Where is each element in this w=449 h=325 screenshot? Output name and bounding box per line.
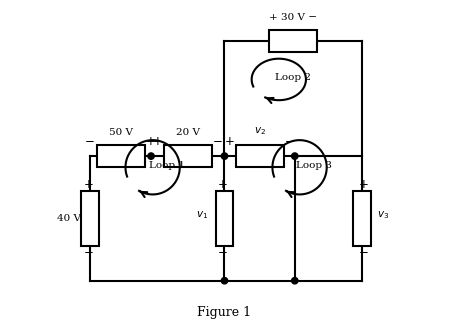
Text: Loop 3: Loop 3 (296, 161, 332, 170)
Text: +: + (153, 135, 163, 148)
Text: +: + (84, 178, 94, 191)
Text: +: + (146, 135, 156, 148)
Bar (236, 145, 284, 167)
Text: −: − (358, 246, 368, 259)
Text: $v_3$: $v_3$ (377, 209, 389, 221)
Text: Figure 1: Figure 1 (198, 306, 251, 319)
Circle shape (221, 153, 228, 159)
Bar (269, 30, 317, 52)
Text: $v_1$: $v_1$ (196, 209, 208, 221)
Bar (164, 145, 212, 167)
Text: + 30 V −: + 30 V − (269, 13, 317, 22)
Text: −: − (84, 246, 94, 259)
Text: −: − (285, 135, 295, 148)
Bar (97, 145, 145, 167)
Circle shape (148, 153, 154, 159)
Text: 20 V: 20 V (176, 128, 200, 137)
Text: +: + (224, 135, 234, 148)
Circle shape (291, 153, 298, 159)
Circle shape (291, 278, 298, 284)
Text: 50 V: 50 V (109, 128, 133, 137)
Text: +: + (218, 178, 228, 191)
Text: 40 V: 40 V (57, 214, 81, 223)
Text: −: − (213, 135, 223, 148)
Text: −: − (85, 135, 95, 148)
Circle shape (221, 278, 228, 284)
Text: +: + (358, 178, 368, 191)
Text: −: − (218, 246, 228, 259)
Text: Loop 2: Loop 2 (275, 73, 311, 82)
Bar (81, 191, 99, 246)
Text: $v_2$: $v_2$ (254, 125, 266, 137)
Bar (216, 191, 233, 246)
Bar (353, 191, 371, 246)
Text: Loop 1: Loop 1 (149, 161, 185, 170)
